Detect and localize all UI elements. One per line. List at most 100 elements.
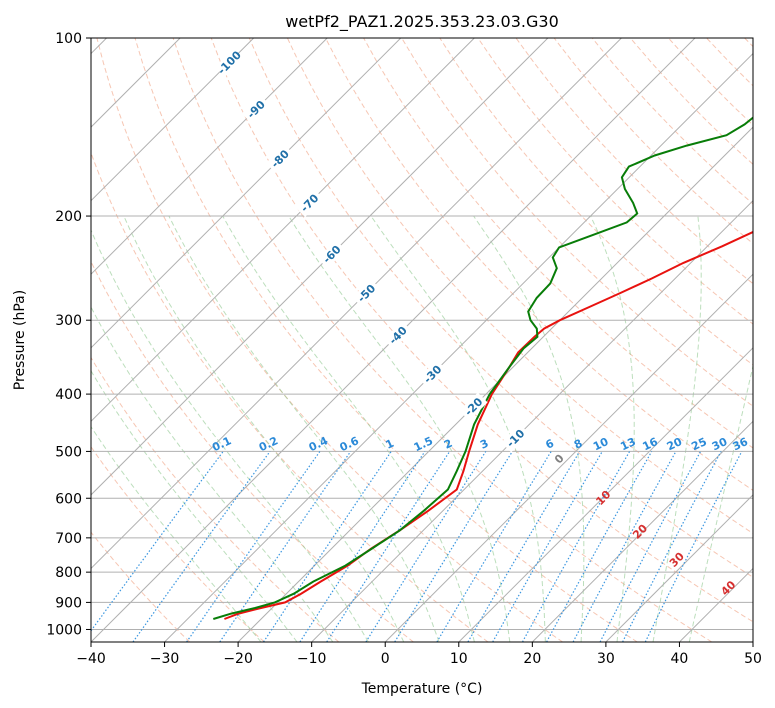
isotherm-label-bg <box>501 424 530 453</box>
skewed-isotherms <box>91 38 753 642</box>
mixing-ratio-label: 13 <box>618 435 637 453</box>
mixing-ratio-line <box>262 451 392 642</box>
y-tick-label: 400 <box>55 387 82 403</box>
grid-lines <box>91 38 753 630</box>
isotherm-line <box>384 273 753 642</box>
dry-adiabat <box>248 38 753 578</box>
isotherm-label-bg <box>317 240 346 269</box>
mixing-ratio-line <box>299 451 426 642</box>
dry-adiabat-label: 0 <box>552 451 567 466</box>
mixing-ratio-lines <box>91 451 743 642</box>
y-tick-label: 600 <box>55 491 82 507</box>
mixing-ratio-line <box>467 451 581 642</box>
moist-adiabat <box>288 215 511 642</box>
x-tick-label: −30 <box>150 651 180 667</box>
moist-adiabat <box>91 425 262 642</box>
y-tick-label: 100 <box>55 31 82 47</box>
isotherm-line <box>531 420 753 642</box>
mixing-ratio-line <box>521 451 631 642</box>
moist-adiabat <box>652 215 702 642</box>
isotherm-line <box>91 38 402 349</box>
dry-adiabat <box>591 38 753 205</box>
mixing-ratio-label: 36 <box>731 435 751 453</box>
x-axis: −40 −30 −20 −10 0 10 20 30 40 50 <box>76 642 762 667</box>
mixing-ratio-label: 1 <box>384 437 396 452</box>
x-tick-label: 50 <box>744 651 762 667</box>
y-tick-label: 700 <box>55 531 82 547</box>
mixing-ratio-line <box>365 451 487 642</box>
dry-adiabat <box>91 356 340 642</box>
isotherm-label-bg <box>295 188 324 218</box>
dry-adiabat <box>363 38 753 449</box>
isotherm-label-bg <box>215 48 244 77</box>
dry-adiabat <box>515 38 753 285</box>
dry-adiabat <box>91 531 191 642</box>
isotherm-line <box>164 52 753 642</box>
isotherm-line <box>91 38 475 423</box>
mixing-ratio-line <box>644 451 743 642</box>
x-tick-label: −20 <box>223 651 253 667</box>
moist-adiabat <box>123 215 405 642</box>
y-tick-label: 500 <box>55 444 82 460</box>
isotherm-line <box>91 38 549 496</box>
dry-adiabat <box>553 38 753 245</box>
y-tick-label: 1000 <box>46 622 82 638</box>
dry-adiabat-label: 30 <box>667 550 687 570</box>
isotherm-label-bg <box>352 278 381 308</box>
x-axis-label: Temperature (°C) <box>361 681 483 697</box>
mixing-ratio-label: 30 <box>710 435 730 453</box>
moist-adiabat <box>91 228 369 642</box>
dry-adiabat <box>668 38 753 126</box>
moist-adiabat <box>222 215 475 642</box>
dry-adiabat-label: 20 <box>630 521 650 541</box>
dry-adiabat <box>91 445 265 642</box>
mixing-ratio-line <box>326 451 451 642</box>
isotherm-label: -100 <box>215 48 244 77</box>
dry-adiabat <box>172 38 713 642</box>
mixing-ratio-line <box>622 451 722 642</box>
dry-adiabat <box>91 151 489 642</box>
dry-adiabat <box>210 38 753 623</box>
isotherm-line <box>91 38 255 202</box>
isotherm-line <box>91 38 622 570</box>
y-tick-label: 800 <box>55 565 82 581</box>
isotherm-line <box>752 641 753 642</box>
isotherm-line <box>237 126 753 642</box>
x-tick-label: 10 <box>450 651 468 667</box>
mixing-ratio-label: 10 <box>591 435 611 453</box>
dry-adiabat <box>96 38 563 642</box>
mixing-ratio-label: 16 <box>641 435 661 453</box>
dry-adiabat <box>477 38 753 325</box>
mixing-ratio-line <box>219 451 352 642</box>
x-tick-label: −10 <box>297 651 327 667</box>
x-tick-label: 40 <box>671 651 689 667</box>
mixing-ratio-line <box>132 451 271 642</box>
moist-adiabat <box>168 215 440 642</box>
x-tick-label: 0 <box>381 651 390 667</box>
moist-adiabat <box>91 306 334 642</box>
y-tick-label: 300 <box>55 313 82 329</box>
mixing-ratio-line <box>436 451 552 642</box>
dry-adiabat <box>744 38 753 48</box>
isotherm-label-bg <box>459 392 488 421</box>
isotherm-label-bg <box>241 95 271 124</box>
mixing-ratio-label: 25 <box>689 435 708 453</box>
mixing-ratio-label: 3 <box>478 437 490 452</box>
x-tick-label: 30 <box>597 651 615 667</box>
moist-adiabat <box>590 215 635 642</box>
profile-line <box>213 116 753 620</box>
moist-adiabat <box>688 363 753 642</box>
mixing-ratio-line <box>186 451 321 642</box>
isotherm-line <box>91 38 328 275</box>
y-tick-label: 200 <box>55 209 82 225</box>
isotherm-line <box>605 494 753 642</box>
dry-adiabat <box>325 38 753 491</box>
x-tick-label: 20 <box>523 651 541 667</box>
dry-adiabat <box>401 38 753 407</box>
isotherm-label-bg <box>418 359 447 389</box>
mixing-ratio-label: 2 <box>442 437 454 452</box>
isotherm-label-bg <box>383 321 412 350</box>
dry-adiabat <box>706 38 753 87</box>
chart-title: wetPf2_PAZ1.2025.353.23.03.G30 <box>285 12 559 32</box>
dry-adiabat <box>91 260 414 642</box>
